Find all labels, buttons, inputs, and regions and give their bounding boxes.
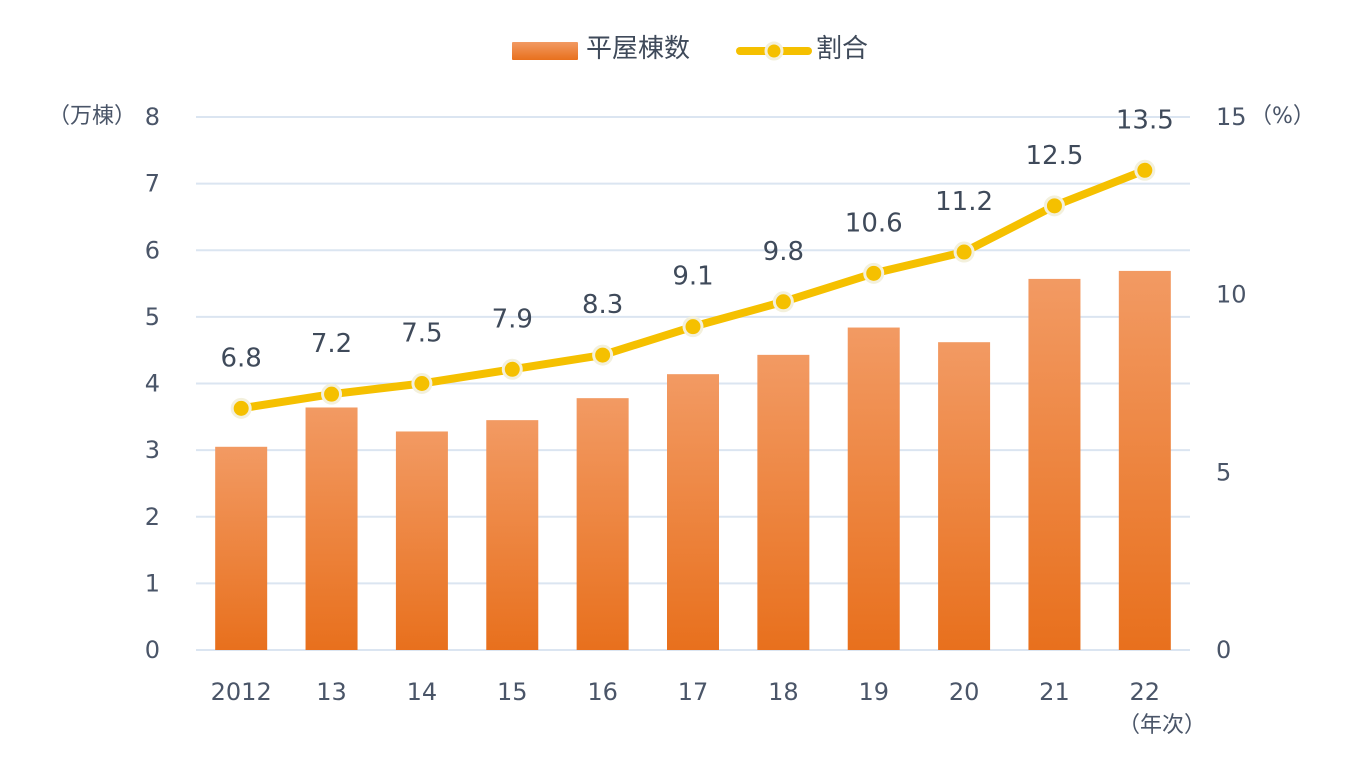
line-point: [953, 241, 975, 263]
right-axis-tick-label: 10: [1216, 281, 1247, 309]
line-data-label: 6.8: [221, 343, 262, 373]
bar: [486, 420, 539, 650]
left-axis-tick-label: 4: [145, 370, 160, 398]
line-data-label: 12.5: [1026, 141, 1084, 171]
x-axis-tick-label: 20: [949, 678, 980, 706]
line-point: [411, 373, 433, 394]
right-axis-tick-label: 0: [1216, 636, 1231, 664]
right-axis-unit: （%）: [1250, 104, 1315, 129]
right-axis-ticks: 0 5 10 15: [1216, 103, 1247, 664]
line-point: [321, 383, 343, 405]
line-point: [863, 262, 885, 284]
left-axis-tick-label: 3: [145, 436, 160, 464]
line-point: [230, 397, 252, 419]
line-point: [682, 316, 704, 338]
bar: [757, 354, 810, 650]
bar: [667, 374, 719, 650]
line-data-label: 9.1: [672, 262, 713, 292]
bar: [1028, 278, 1081, 650]
bar: [395, 431, 448, 650]
line-data-label: 7.9: [492, 304, 533, 334]
x-axis-tick-label: 2012: [211, 678, 272, 706]
line-data-label: 7.5: [401, 319, 442, 349]
left-axis-tick-label: 0: [145, 636, 160, 664]
line-data-label: 11.2: [935, 187, 993, 217]
x-axis-tick-label: 13: [316, 678, 347, 706]
bar: [215, 446, 268, 650]
left-axis-tick-label: 6: [145, 236, 160, 264]
legend-line-label: 割合: [816, 34, 868, 64]
right-axis-tick-label: 5: [1216, 458, 1231, 486]
line-point: [592, 344, 614, 366]
left-axis-ticks: 0 1 2 3 4 5 6 7 8: [145, 103, 160, 664]
left-axis-tick-label: 7: [145, 170, 160, 198]
line-point: [501, 358, 523, 380]
x-axis-tick-label: 14: [407, 678, 438, 706]
bar: [305, 407, 358, 650]
x-axis-tick-label: 19: [858, 678, 889, 706]
line-data-label: 13.5: [1116, 105, 1174, 135]
x-axis-tick-label: 21: [1039, 678, 1070, 706]
legend: 平屋棟数 割合: [512, 34, 868, 64]
line-point: [772, 291, 794, 313]
bar: [576, 398, 629, 650]
line-point: [1134, 159, 1156, 181]
legend-bar-label: 平屋棟数: [586, 34, 690, 64]
left-axis-tick-label: 5: [145, 303, 160, 331]
x-axis-tick-label: 15: [497, 678, 528, 706]
legend-line-marker: [764, 41, 784, 61]
line-data-label: 8.3: [582, 290, 623, 320]
left-axis-tick-label: 2: [145, 503, 160, 531]
bar: [847, 327, 900, 650]
line-point: [1043, 195, 1065, 217]
right-axis-tick-label: 15: [1216, 103, 1247, 131]
line-data-label: 7.2: [311, 329, 352, 359]
legend-bar-swatch: [512, 42, 578, 60]
x-axis-tick-label: 22: [1130, 678, 1161, 706]
bars-layer: [215, 270, 1171, 650]
bar: [1118, 270, 1171, 650]
labels-layer: 6.8 7.2 7.5 7.9 8.3 9.1 9.8 10.6 11.2 12.5 13.5: [221, 105, 1174, 373]
x-axis-unit: （年次）: [1118, 713, 1206, 738]
line-data-label: 10.6: [845, 208, 903, 238]
x-axis-tick-label: 16: [587, 678, 618, 706]
left-axis-tick-label: 1: [145, 569, 160, 597]
line-layer: [230, 159, 1156, 419]
bar: [938, 342, 991, 650]
left-axis-tick-label: 8: [145, 103, 160, 131]
line-data-label: 9.8: [763, 237, 804, 267]
x-axis-tick-label: 17: [678, 678, 709, 706]
x-axis-tick-label: 18: [768, 678, 799, 706]
left-axis-unit: （万棟）: [48, 104, 136, 129]
x-axis-ticks: 2012 13 14 15 16 17 18 19 20 21 22: [211, 678, 1160, 706]
